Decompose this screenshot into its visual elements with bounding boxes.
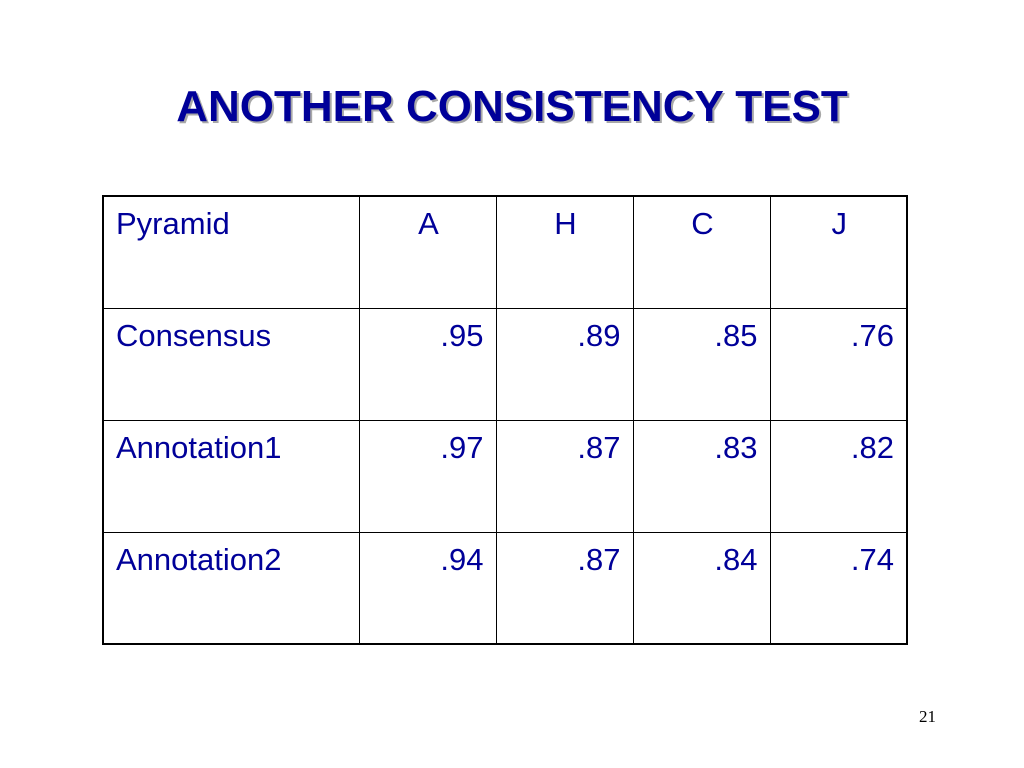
table-cell: .74: [769, 531, 908, 645]
column-header-h: H: [495, 195, 634, 309]
table-header-row: Pyramid A H C J: [102, 195, 908, 309]
row-label-consensus: Consensus: [102, 307, 360, 421]
table-cell: .83: [632, 419, 771, 533]
table-cell: .97: [358, 419, 497, 533]
slide-number: 21: [919, 707, 936, 726]
table-row: Annotation2 .94 .87 .84 .74: [102, 531, 908, 645]
row-label-annotation1: Annotation1: [102, 419, 360, 533]
table-cell: .89: [495, 307, 634, 421]
slide-title: ANOTHER CONSISTENCY TEST: [176, 82, 848, 131]
table-cell: .94: [358, 531, 497, 645]
column-header-a: A: [358, 195, 497, 309]
table-row: Consensus .95 .89 .85 .76: [102, 307, 908, 421]
table-cell: .87: [495, 419, 634, 533]
consistency-table: Pyramid A H C J Consensus .95 .89 .85 .7…: [102, 195, 908, 645]
header-row-label: Pyramid: [102, 195, 360, 309]
table-cell: .95: [358, 307, 497, 421]
table-cell: .84: [632, 531, 771, 645]
column-header-c: C: [632, 195, 771, 309]
table-row: Annotation1 .97 .87 .83 .82: [102, 419, 908, 533]
column-header-j: J: [769, 195, 908, 309]
row-label-annotation2: Annotation2: [102, 531, 360, 645]
table-cell: .76: [769, 307, 908, 421]
table-cell: .82: [769, 419, 908, 533]
table-cell: .87: [495, 531, 634, 645]
table-cell: .85: [632, 307, 771, 421]
